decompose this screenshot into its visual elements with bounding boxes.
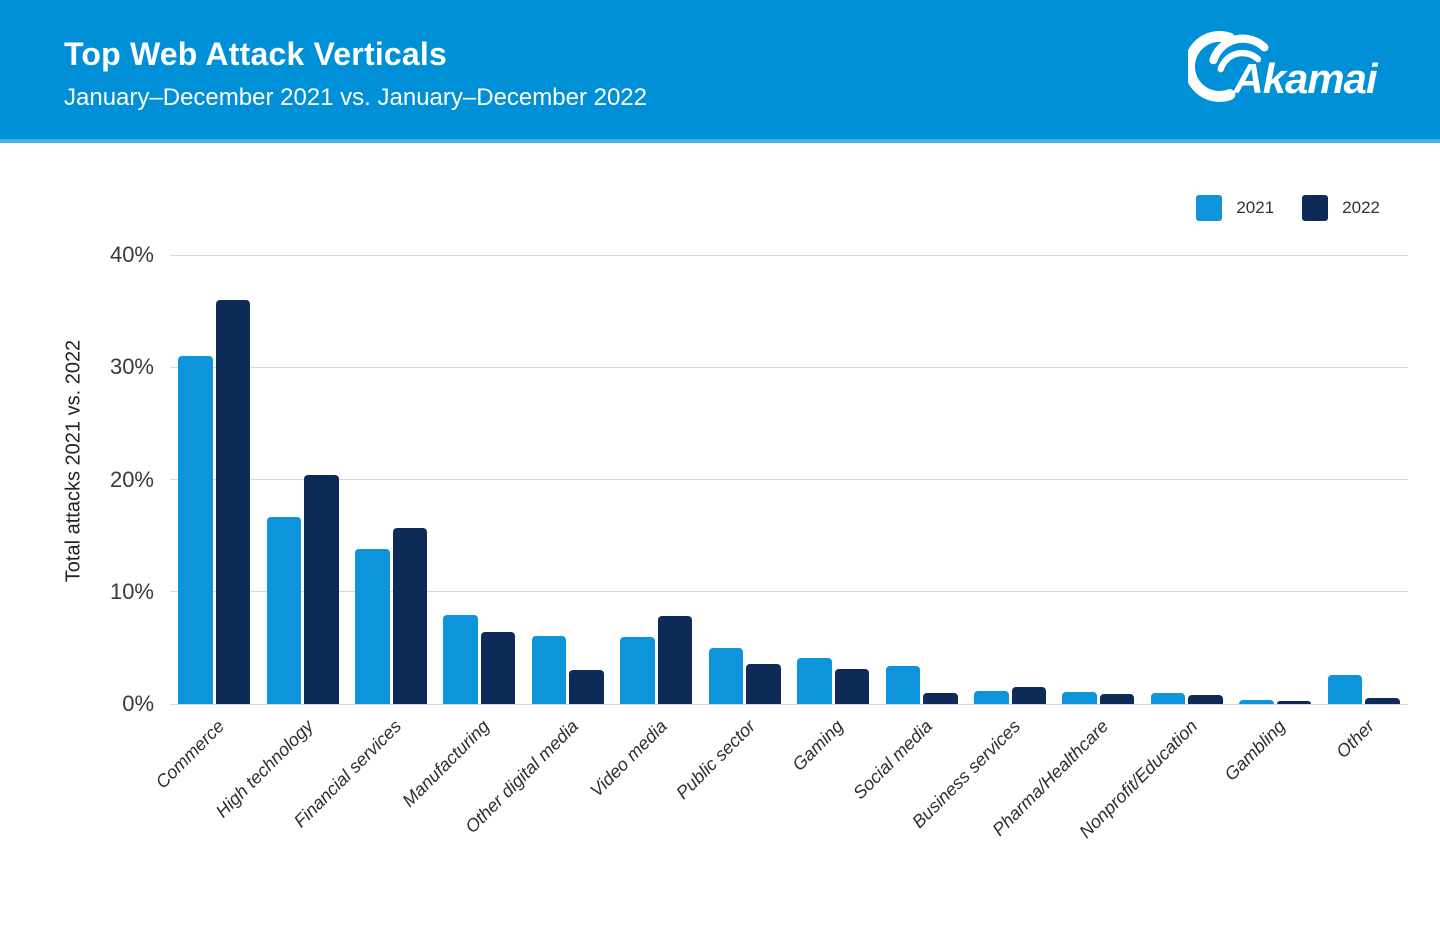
x-axis-label: Social media [848,716,936,804]
page-subtitle: January–December 2021 vs. January–Decemb… [64,84,647,111]
bar-group: Other [1324,255,1402,762]
bar-2022 [834,669,870,704]
bar-group: Social media [849,255,960,803]
bar-2021 [443,615,478,704]
bar-group: Pharma/Healthcare [989,255,1137,840]
bar-2021 [620,636,655,704]
akamai-logo: Akamai [1188,31,1380,102]
gridline [170,703,1408,705]
y-tick-label: 30% [109,354,154,380]
y-tick-label: 0% [122,691,154,716]
bar-group: Gaming [789,255,872,775]
bar-group: Manufacturing [399,255,518,811]
x-axis-label: Gaming [788,716,848,775]
bar-group: Other digital media [461,255,607,837]
bar-2022 [480,632,516,704]
legend-item-2021: 2021 [1196,195,1274,221]
bar-2022 [1099,693,1135,704]
legend-swatch-2022 [1302,195,1329,221]
bar-2021 [1327,674,1363,704]
bar-2021 [974,690,1009,704]
bar-2022 [1011,687,1046,704]
bar-group: Gambling [1221,255,1314,785]
bar-2022 [1188,695,1223,704]
bar-group: Financial services [290,255,430,831]
y-tick-label: 20% [109,466,154,492]
bar-2022 [923,692,958,704]
chart-section: 2021 2022 Total attacks 2021 vs. 2022 0% 1… [0,143,1440,925]
header-banner: Top Web Attack Verticals January–Decembe… [0,0,1440,143]
gridline [170,254,1408,256]
x-axis-label: Video media [585,716,671,801]
bar-2022 [657,616,693,704]
bar-2022 [215,299,251,704]
bar-group: High technology [211,255,341,821]
bar-2022 [1276,700,1312,704]
gridline [170,366,1408,368]
bar-2022 [392,527,428,704]
bar-2021 [1062,691,1097,704]
bar-2021 [797,657,832,704]
x-axis-label: Manufacturing [398,716,494,811]
legend-label-2021: 2021 [1236,198,1275,217]
akamai-wordmark: Akamai [1232,55,1379,102]
bar-group: Public sector [672,255,784,803]
bar-2022 [746,663,781,704]
gridline [170,591,1408,593]
legend-swatch-2021 [1196,195,1223,221]
bar-2022 [1365,698,1400,704]
bar-2021 [531,635,567,704]
bar-group: Business services [908,255,1049,832]
plot-area: Commerce High technology Financial service… [152,254,1408,842]
bar-2021 [708,647,744,704]
bar-2021 [1239,699,1274,704]
x-axis-label: Public sector [671,716,759,804]
legend-item-2022: 2022 [1302,195,1380,221]
y-axis-ticks: 0% 10% 20% 30% 40% [0,242,158,716]
y-tick-label: 40% [109,242,154,267]
bar-2022 [304,475,339,704]
x-axis-label: Gambling [1220,716,1290,785]
bar-group: Video media [586,255,695,801]
bars-layer: Commerce High technology Financial service… [152,255,1408,842]
bar-group: Commerce [152,255,253,792]
legend-label-2022: 2022 [1342,198,1380,217]
bar-2021 [355,549,390,704]
bar-2021 [885,665,921,704]
page-title: Top Web Attack Verticals [64,36,447,72]
chart-legend: 2021 2022 [1196,195,1380,221]
bar-2022 [569,670,604,704]
y-tick-label: 10% [109,578,154,604]
bar-group: Nonprofit/Education [1075,255,1226,842]
x-axis-label: Commerce [151,716,229,793]
bar-2021 [1150,692,1186,704]
x-axis-label: Other [1331,716,1378,762]
bar-2021 [178,356,213,704]
bar-2021 [266,516,302,704]
gridline [170,479,1408,480]
